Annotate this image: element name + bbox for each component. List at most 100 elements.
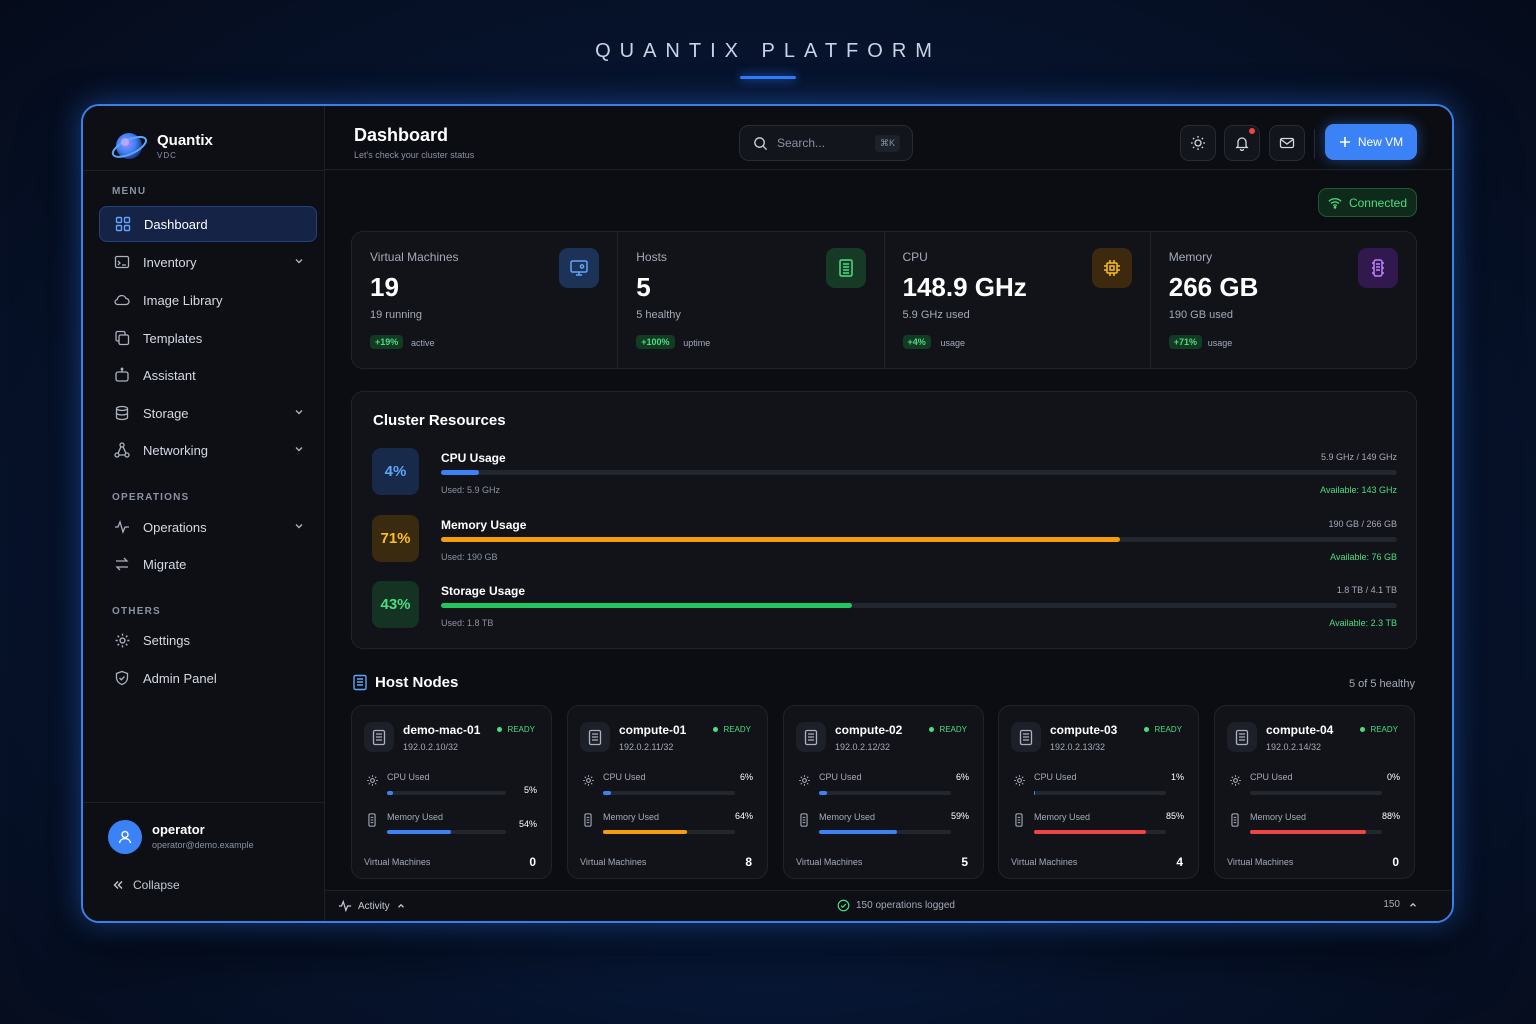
stat-tag: active xyxy=(411,338,435,348)
stat-badge: +71% xyxy=(1168,335,1203,349)
resource-name: Memory Usage xyxy=(441,518,527,532)
mail-icon xyxy=(1279,137,1295,149)
sun-icon xyxy=(1191,136,1205,150)
sidebar-item-label: Settings xyxy=(143,632,190,648)
sidebar-item-label: Templates xyxy=(143,330,203,346)
sidebar-item-dashboard[interactable]: Dashboard xyxy=(99,206,317,242)
stat-sub: 5.9 GHz used xyxy=(902,309,970,321)
activity-label: Activity xyxy=(358,900,390,912)
resource-percent: 43% xyxy=(372,581,419,628)
memory-progress-bar xyxy=(819,830,951,834)
resource-range: 5.9 GHz / 149 GHz xyxy=(1320,452,1397,462)
memory-used-label: Memory Used xyxy=(1034,812,1091,822)
app-subtitle: VDC xyxy=(157,151,177,160)
stat-tag: usage xyxy=(940,338,966,348)
memory-progress-fill xyxy=(819,830,897,834)
memory-progress-bar xyxy=(603,830,735,834)
host-card[interactable]: compute-04 192.0.2.14/32 READY CPU Used … xyxy=(1214,705,1415,879)
resource-progress-fill xyxy=(441,537,1120,542)
sidebar-item-assistant[interactable]: Assistant xyxy=(99,357,317,393)
memory-used-value: 54% xyxy=(518,819,537,829)
logo-icon xyxy=(109,126,149,166)
theme-toggle-button[interactable] xyxy=(1180,125,1216,161)
messages-button[interactable] xyxy=(1269,125,1305,161)
sidebar-item-networking[interactable]: Networking xyxy=(99,432,317,468)
vm-label: Virtual Machines xyxy=(796,857,863,867)
new-vm-button[interactable]: New VM xyxy=(1325,124,1417,160)
vm-count: 4 xyxy=(1176,855,1183,869)
sidebar-item-label: Operations xyxy=(143,519,207,535)
sidebar-divider xyxy=(83,170,325,171)
shield-icon xyxy=(113,669,131,687)
wifi-icon xyxy=(1328,197,1342,209)
sidebar: Quantix VDC MENU Dashboard Inventory Ima… xyxy=(83,106,325,921)
sidebar-item-settings[interactable]: Settings xyxy=(99,622,317,658)
cpu-progress-bar xyxy=(1250,791,1382,795)
cpu-icon xyxy=(1091,248,1132,288)
cloud-icon xyxy=(113,291,131,309)
sidebar-item-migrate[interactable]: Migrate xyxy=(99,546,317,582)
host-card[interactable]: compute-01 192.0.2.11/32 READY CPU Used … xyxy=(567,705,768,879)
sidebar-item-inventory[interactable]: Inventory xyxy=(99,244,317,280)
stats-summary: Virtual Machines 19 19 running +19% acti… xyxy=(351,231,1417,369)
menu-section-label: MENU xyxy=(112,186,147,197)
network-icon xyxy=(113,441,131,459)
sidebar-item-image-library[interactable]: Image Library xyxy=(99,282,317,318)
sidebar-item-admin-panel[interactable]: Admin Panel xyxy=(99,660,317,696)
cpu-icon xyxy=(1228,773,1242,787)
sidebar-item-operations[interactable]: Operations xyxy=(99,509,317,545)
host-nodes-header: Host Nodes xyxy=(352,674,458,691)
logo[interactable]: Quantix VDC xyxy=(109,126,213,166)
resource-available: Available: 2.3 TB xyxy=(1329,618,1397,628)
stat-card-hosts[interactable]: Hosts 5 5 healthy +100% uptime xyxy=(618,232,885,368)
stat-card-memory[interactable]: Memory 266 GB 190 GB used +71% usage xyxy=(1151,232,1416,368)
stat-card-virtual-machines[interactable]: Virtual Machines 19 19 running +19% acti… xyxy=(352,232,619,368)
host-card[interactable]: demo-mac-01 192.0.2.10/32 READY CPU Used… xyxy=(351,705,552,879)
bell-icon xyxy=(1235,137,1249,151)
server-icon xyxy=(796,722,826,752)
user-profile[interactable]: operator operator@demo.example Collapse xyxy=(83,802,325,921)
stat-sub: 190 GB used xyxy=(1168,309,1233,321)
sidebar-item-label: Migrate xyxy=(143,556,187,572)
stat-label: Hosts xyxy=(636,250,667,264)
vm-label: Virtual Machines xyxy=(1227,857,1294,867)
sidebar-item-label: Storage xyxy=(143,405,189,421)
operations-logged-text: 150 operations logged xyxy=(856,900,955,911)
server-icon xyxy=(580,722,610,752)
collapse-label: Collapse xyxy=(133,878,180,892)
activity-count-toggle[interactable]: 150 xyxy=(1383,899,1418,910)
cpu-used-value: 1% xyxy=(1170,772,1184,782)
memory-progress-bar xyxy=(1250,830,1382,834)
status-dot xyxy=(1360,727,1366,732)
notifications-button[interactable] xyxy=(1224,125,1260,161)
collapse-button[interactable]: Collapse xyxy=(112,878,180,892)
avatar[interactable] xyxy=(108,820,142,854)
server-icon xyxy=(353,674,367,691)
memory-icon xyxy=(581,813,595,827)
chevron-down-icon xyxy=(295,447,303,452)
stat-value: 19 xyxy=(370,272,399,302)
cpu-used-value: 5% xyxy=(523,785,537,795)
main-content: Dashboard Let's check your cluster statu… xyxy=(325,106,1452,921)
status-dot xyxy=(713,727,719,732)
activity-toggle[interactable]: Activity xyxy=(338,899,406,913)
platform-title: QUANTIX PLATFORM xyxy=(595,40,941,62)
user-email: operator@demo.example xyxy=(152,840,254,850)
cpu-progress-fill xyxy=(819,791,827,795)
stat-label: Memory xyxy=(1168,250,1213,264)
memory-used-value: 59% xyxy=(950,811,969,821)
vm-label: Virtual Machines xyxy=(1011,857,1078,867)
resource-used: Used: 1.8 TB xyxy=(441,618,494,628)
cpu-progress-bar xyxy=(819,791,951,795)
stat-card-cpu[interactable]: CPU 148.9 GHz 5.9 GHz used +4% usage xyxy=(885,232,1151,368)
cpu-icon xyxy=(365,773,379,787)
host-card[interactable]: compute-03 192.0.2.13/32 READY CPU Used … xyxy=(998,705,1199,879)
host-card[interactable]: compute-02 192.0.2.12/32 READY CPU Used … xyxy=(783,705,984,879)
host-name: demo-mac-01 xyxy=(403,723,481,737)
sidebar-item-templates[interactable]: Templates xyxy=(99,320,317,356)
sidebar-item-storage[interactable]: Storage xyxy=(99,395,317,431)
status-badge: READY xyxy=(713,725,751,734)
vm-count: 0 xyxy=(529,855,536,869)
status-text: READY xyxy=(939,725,967,734)
search-input[interactable]: Search... ⌘K xyxy=(739,125,913,161)
